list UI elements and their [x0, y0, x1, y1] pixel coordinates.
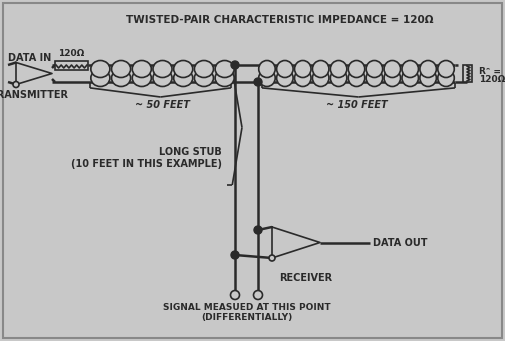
Ellipse shape: [420, 60, 436, 77]
Ellipse shape: [174, 60, 193, 77]
Ellipse shape: [91, 60, 110, 77]
Text: Rᵔ =: Rᵔ =: [479, 67, 501, 76]
Circle shape: [231, 251, 239, 259]
Circle shape: [231, 61, 239, 69]
FancyBboxPatch shape: [463, 65, 472, 82]
Ellipse shape: [294, 70, 311, 87]
Circle shape: [13, 81, 19, 88]
Ellipse shape: [313, 70, 329, 87]
Ellipse shape: [384, 60, 400, 77]
Text: LONG STUB
(10 FEET IN THIS EXAMPLE): LONG STUB (10 FEET IN THIS EXAMPLE): [71, 147, 222, 169]
Ellipse shape: [438, 60, 454, 77]
Circle shape: [230, 291, 239, 299]
FancyBboxPatch shape: [3, 3, 502, 338]
Text: ~ 150 FEET: ~ 150 FEET: [326, 100, 387, 110]
Ellipse shape: [366, 70, 383, 87]
FancyBboxPatch shape: [55, 60, 88, 70]
Ellipse shape: [366, 60, 383, 77]
Circle shape: [254, 78, 262, 86]
Text: ~ 50 FEET: ~ 50 FEET: [135, 100, 190, 110]
Ellipse shape: [313, 60, 329, 77]
Text: TRANSMITTER: TRANSMITTER: [0, 90, 69, 100]
Text: RECEIVER: RECEIVER: [279, 273, 333, 283]
Ellipse shape: [215, 70, 234, 87]
Ellipse shape: [420, 70, 436, 87]
Ellipse shape: [348, 70, 365, 87]
Ellipse shape: [112, 60, 131, 77]
Ellipse shape: [194, 70, 214, 87]
Text: 120Ω: 120Ω: [479, 75, 505, 84]
Ellipse shape: [438, 70, 454, 87]
Circle shape: [269, 255, 275, 261]
Ellipse shape: [330, 70, 347, 87]
Ellipse shape: [277, 70, 293, 87]
Ellipse shape: [277, 60, 293, 77]
Ellipse shape: [259, 60, 275, 77]
Ellipse shape: [112, 70, 131, 87]
Ellipse shape: [330, 60, 347, 77]
Ellipse shape: [132, 60, 152, 77]
Text: TWISTED-PAIR CHARACTERISTIC IMPEDANCE = 120Ω: TWISTED-PAIR CHARACTERISTIC IMPEDANCE = …: [126, 15, 434, 25]
Ellipse shape: [153, 60, 172, 77]
Ellipse shape: [174, 70, 193, 87]
Ellipse shape: [348, 60, 365, 77]
Ellipse shape: [384, 70, 400, 87]
Ellipse shape: [194, 60, 214, 77]
Text: SIGNAL MEASUED AT THIS POINT
(DIFFERENTIALLY): SIGNAL MEASUED AT THIS POINT (DIFFERENTI…: [163, 303, 330, 322]
Circle shape: [254, 291, 263, 299]
Text: DATA OUT: DATA OUT: [373, 237, 428, 248]
Ellipse shape: [91, 70, 110, 87]
Text: DATA IN: DATA IN: [8, 53, 51, 63]
Ellipse shape: [153, 70, 172, 87]
Ellipse shape: [294, 60, 311, 77]
Ellipse shape: [259, 70, 275, 87]
Ellipse shape: [402, 70, 419, 87]
Circle shape: [254, 226, 262, 234]
Text: 120Ω: 120Ω: [59, 49, 85, 59]
Ellipse shape: [215, 60, 234, 77]
Ellipse shape: [132, 70, 152, 87]
Ellipse shape: [402, 60, 419, 77]
